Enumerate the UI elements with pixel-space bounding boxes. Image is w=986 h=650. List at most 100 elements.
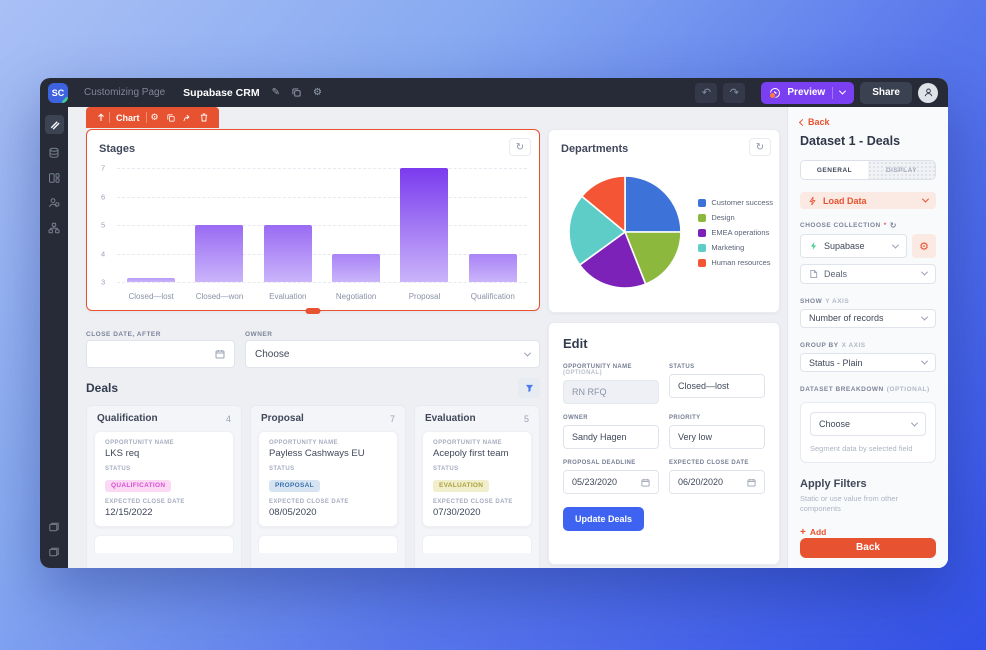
field-label: PRIORITY	[669, 415, 701, 421]
move-up-icon[interactable]	[97, 113, 105, 122]
datasource-settings-button[interactable]: ⚙	[912, 234, 936, 259]
share-button[interactable]: Share	[860, 81, 912, 104]
close-date: 12/15/2022	[105, 506, 153, 518]
sidebar-item-data[interactable]	[48, 147, 60, 159]
owner-input[interactable]: Sandy Hagen	[563, 425, 659, 449]
pie-slice-Customer success	[624, 175, 682, 233]
component-share-icon[interactable]	[183, 114, 192, 122]
opportunity-name: Acepoly first team	[433, 448, 509, 459]
edit-title-icon[interactable]: ✎	[271, 86, 280, 98]
undo-icon[interactable]: ↶	[695, 82, 718, 103]
datasource-value: Supabase	[824, 241, 865, 252]
chevron-down-icon	[891, 241, 900, 249]
table-select[interactable]: Deals	[800, 264, 936, 284]
bar-Proposal	[400, 168, 449, 282]
y-axis-tick: 4	[101, 249, 106, 258]
stages-chart-panel[interactable]: Stages ↻ 7 6 5 4 3 Closed—lost Closed—won Eval…	[86, 129, 540, 314]
deal-card[interactable]: OPPORTUNITY NAME Acepoly first team STAT…	[422, 431, 532, 527]
back-button[interactable]: Back	[800, 537, 936, 558]
field-label: EXPECTED CLOSE DATE	[269, 498, 349, 505]
table-value: Deals	[824, 268, 848, 279]
refresh-icon[interactable]: ↻	[749, 138, 771, 156]
avatar[interactable]	[918, 82, 938, 103]
component-duplicate-icon[interactable]	[166, 113, 175, 122]
deal-card[interactable]: OPPORTUNITY NAME Payless Cashways EU STA…	[258, 431, 398, 527]
deals-heading: Deals	[86, 381, 119, 395]
x-axis-label: Closed—won	[195, 292, 244, 301]
gear-icon[interactable]: ⚙	[312, 86, 322, 98]
app-logo[interactable]: SC	[48, 82, 68, 103]
expected-close-date-input[interactable]: 06/20/2020	[669, 470, 765, 494]
supabase-bolt-icon	[810, 242, 817, 251]
bar-chart: 7 6 5 4 3	[101, 164, 527, 287]
bar-Closed—lost	[127, 278, 176, 282]
chevron-down-icon	[920, 269, 929, 277]
preview-button[interactable]: Preview	[761, 81, 855, 104]
x-axis-select[interactable]: Status - Plain	[800, 352, 936, 373]
refresh-icon[interactable]: ↻	[889, 221, 897, 231]
bar-Closed—won	[195, 225, 244, 282]
tab-display[interactable]: DISPLAY	[868, 161, 935, 179]
play-icon	[769, 87, 781, 99]
sidebar-item-screens[interactable]	[48, 172, 60, 184]
component-delete-icon[interactable]	[200, 113, 208, 122]
duplicate-icon[interactable]	[292, 88, 301, 97]
sidebar-item-help[interactable]	[48, 546, 60, 558]
chevron-down-icon	[523, 349, 532, 357]
filter-button[interactable]	[518, 378, 540, 398]
component-settings-icon[interactable]: ⚙	[150, 112, 159, 123]
status-badge: EVALUATION	[433, 479, 490, 492]
tab-general[interactable]: GENERAL	[801, 161, 868, 179]
field-label: STATUS	[433, 466, 459, 472]
owner-select[interactable]: Choose	[245, 340, 540, 368]
group-by-label: GROUP BY X AXIS	[800, 341, 866, 349]
status-input[interactable]: Closed—lost	[669, 374, 765, 398]
deal-card-partial[interactable]	[422, 534, 532, 553]
calendar-icon	[215, 349, 225, 359]
opportunity-name: LKS req	[105, 448, 140, 459]
column-count: 5	[523, 413, 529, 424]
deals-kanban: Qualification 4 OPPORTUNITY NAME LKS req…	[86, 405, 540, 568]
redo-icon[interactable]: ↷	[723, 82, 746, 103]
resize-handle[interactable]	[305, 308, 321, 314]
close-date-input[interactable]	[86, 340, 235, 368]
back-link[interactable]: Back	[798, 117, 936, 127]
field-label: OPPORTUNITY NAME	[105, 440, 174, 446]
calendar-icon	[641, 478, 650, 487]
opportunity-name-input[interactable]: RN RFQ	[563, 380, 659, 404]
x-axis-label: Qualification	[470, 292, 515, 301]
bar-Negotiation	[332, 253, 381, 282]
choose-collection-label: CHOOSE COLLECTION * ↻	[800, 221, 897, 231]
deal-card[interactable]: OPPORTUNITY NAME LKS req STATUS QUALIFIC…	[94, 431, 234, 527]
datasource-select[interactable]: Supabase	[800, 234, 907, 259]
priority-input[interactable]: Very low	[669, 425, 765, 449]
deal-card-partial[interactable]	[94, 534, 234, 553]
edit-form-title: Edit	[563, 336, 588, 351]
opportunity-name-field: OPPORTUNITY NAME (OPTIONAL) RN RFQ	[563, 364, 659, 404]
proposal-deadline-input[interactable]: 05/23/2020	[563, 470, 659, 494]
load-data-section[interactable]: Load Data	[800, 192, 936, 210]
y-axis-tick: 3	[101, 277, 106, 287]
status-badge: QUALIFICATION	[105, 479, 172, 492]
chart-title: Stages	[99, 143, 136, 155]
dataset-breakdown-card: Choose Segment data by selected field	[800, 402, 936, 464]
deal-card-partial[interactable]	[258, 534, 398, 553]
add-filter-button[interactable]: + Add	[800, 526, 827, 538]
dataset-title: Dataset 1 - Deals	[800, 134, 901, 148]
refresh-icon[interactable]: ↻	[509, 138, 531, 156]
apply-filters-help: Static or use value from other component…	[800, 494, 898, 514]
update-deals-button[interactable]: Update Deals	[563, 507, 645, 531]
preview-label: Preview	[787, 87, 826, 98]
y-axis-select[interactable]: Number of records	[800, 308, 936, 328]
sidebar-item-design[interactable]	[44, 115, 64, 134]
sidebar-item-docs[interactable]	[48, 521, 60, 533]
chevron-down-icon	[920, 357, 929, 365]
departments-chart-panel[interactable]: Departments ↻ Customer success Design EMEA…	[548, 129, 780, 313]
sidebar-item-users[interactable]	[48, 197, 60, 209]
column-title: Evaluation	[425, 413, 476, 424]
breakdown-select[interactable]: Choose	[810, 412, 926, 437]
component-toolbar: Chart ⚙	[86, 107, 219, 128]
gridline	[117, 196, 527, 198]
sidebar-item-automations[interactable]	[48, 222, 60, 234]
chevron-down-icon[interactable]	[839, 87, 847, 95]
